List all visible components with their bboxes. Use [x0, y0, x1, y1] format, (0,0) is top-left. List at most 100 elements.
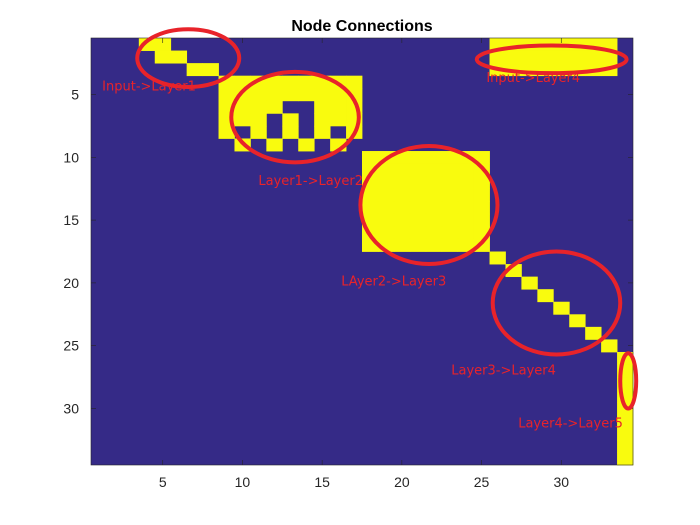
heatmap-cell — [457, 238, 474, 252]
heatmap-cell — [409, 213, 427, 227]
heatmap-cell — [250, 125, 267, 139]
heatmap-cell — [537, 50, 554, 64]
heatmap-cell — [441, 176, 459, 190]
heatmap-cell — [473, 213, 490, 227]
heatmap-cell — [457, 226, 474, 240]
heatmap-cell — [314, 100, 331, 114]
heatmap-cell — [553, 50, 570, 64]
heatmap-cell — [505, 50, 522, 64]
heatmap-cell — [282, 88, 299, 102]
heatmap-cell — [393, 163, 411, 177]
heatmap-cell — [441, 188, 459, 202]
heatmap-cell — [377, 213, 395, 227]
heatmap-cell — [170, 50, 188, 64]
heatmap-cell — [266, 138, 283, 152]
heatmap-cell — [409, 201, 427, 215]
heatmap-cell — [425, 201, 443, 215]
heatmap-cell — [298, 75, 315, 89]
annotation-label: LAyer2->Layer3 — [341, 274, 446, 289]
heatmap-cell — [489, 251, 506, 265]
x-tick-label: 15 — [314, 474, 330, 490]
heatmap-cell — [282, 125, 299, 139]
y-tick-label: 30 — [63, 400, 79, 416]
heatmap-cell — [521, 50, 538, 64]
heatmap-cell — [441, 201, 459, 215]
heatmap-cell — [457, 188, 474, 202]
heatmap-cell — [537, 289, 554, 303]
heatmap-cell — [457, 201, 474, 215]
heatmap-cell — [409, 188, 427, 202]
heatmap-cell — [425, 188, 443, 202]
heatmap-cell — [553, 301, 570, 315]
y-axis: 5 10 15 20 25 30 — [63, 87, 633, 416]
heatmap-cell — [409, 238, 427, 252]
y-tick-label: 25 — [63, 338, 79, 354]
heatmap-cell — [457, 213, 474, 227]
heatmap-cell — [234, 113, 251, 127]
heatmap-cell — [473, 201, 490, 215]
heatmap-cell — [409, 226, 427, 240]
heatmap-cell — [330, 113, 347, 127]
heatmap-cell — [569, 50, 586, 64]
heatmap-cell — [202, 63, 219, 77]
heatmap-cell — [441, 163, 459, 177]
annotation-label: Layer1->Layer2 — [258, 174, 363, 189]
annotation-ellipse — [358, 144, 500, 267]
annotation-ellipse — [618, 351, 639, 411]
heatmap-cells — [138, 38, 634, 466]
y-tick-label: 15 — [63, 212, 79, 228]
heatmap-cell — [393, 176, 411, 190]
heatmap-cell — [425, 238, 443, 252]
heatmap-cell — [377, 188, 395, 202]
heatmap-cell — [425, 151, 443, 164]
heatmap-cell — [457, 163, 474, 177]
heatmap-cell — [441, 226, 459, 240]
heatmap-cell — [425, 213, 443, 227]
heatmap-cell — [330, 88, 347, 102]
heatmap-cell — [298, 138, 315, 152]
annotation-ellipse — [474, 43, 629, 76]
x-tick-label: 30 — [553, 474, 569, 490]
heatmap-cell — [377, 226, 395, 240]
axes-frame — [90, 37, 634, 466]
y-tick-label: 5 — [71, 87, 79, 103]
heatmap-cell — [314, 88, 331, 102]
heatmap-cell — [393, 226, 411, 240]
heatmap-cell — [362, 213, 379, 227]
heatmap-cell — [585, 326, 602, 340]
heatmap-cell — [250, 113, 267, 127]
heatmap-cell — [393, 201, 411, 215]
heatmap-cell — [362, 151, 379, 164]
heatmap-cell — [425, 163, 443, 177]
annotation-ellipse — [490, 249, 623, 357]
x-tick-label: 20 — [394, 474, 410, 490]
heatmap-cell — [362, 188, 379, 202]
heatmap-cell — [617, 414, 634, 428]
heatmap-cell — [393, 238, 411, 252]
heatmap-cell — [409, 151, 427, 164]
heatmap-cell — [457, 176, 474, 190]
heatmap-cell — [314, 125, 331, 139]
heatmap-cell — [441, 213, 459, 227]
heatmap-cell — [346, 75, 363, 89]
heatmap-cell — [377, 201, 395, 215]
heatmap-cell — [441, 238, 459, 252]
heatmap-cell — [617, 452, 634, 466]
annotation-label: Input->Layer1 — [102, 80, 196, 95]
heatmap-cell — [362, 201, 379, 215]
heatmap-cell — [250, 100, 267, 114]
heatmap-cell — [298, 88, 315, 102]
y-tick-label: 20 — [63, 275, 79, 291]
heatmap-cell — [282, 75, 299, 89]
heatmap-cell — [601, 339, 618, 353]
annotation-label: Layer3->Layer4 — [451, 364, 556, 379]
heatmap-cell — [409, 176, 427, 190]
heatmap-cell — [234, 100, 251, 114]
annotation-label: Layer4->Layer5 — [518, 416, 623, 431]
heatmap-cell — [266, 100, 283, 114]
x-tick-label: 10 — [235, 474, 251, 490]
heatmap-cell — [473, 151, 490, 164]
annotations: Input->Layer1 Input->Layer4 Layer1->Layer2… — [102, 27, 639, 431]
